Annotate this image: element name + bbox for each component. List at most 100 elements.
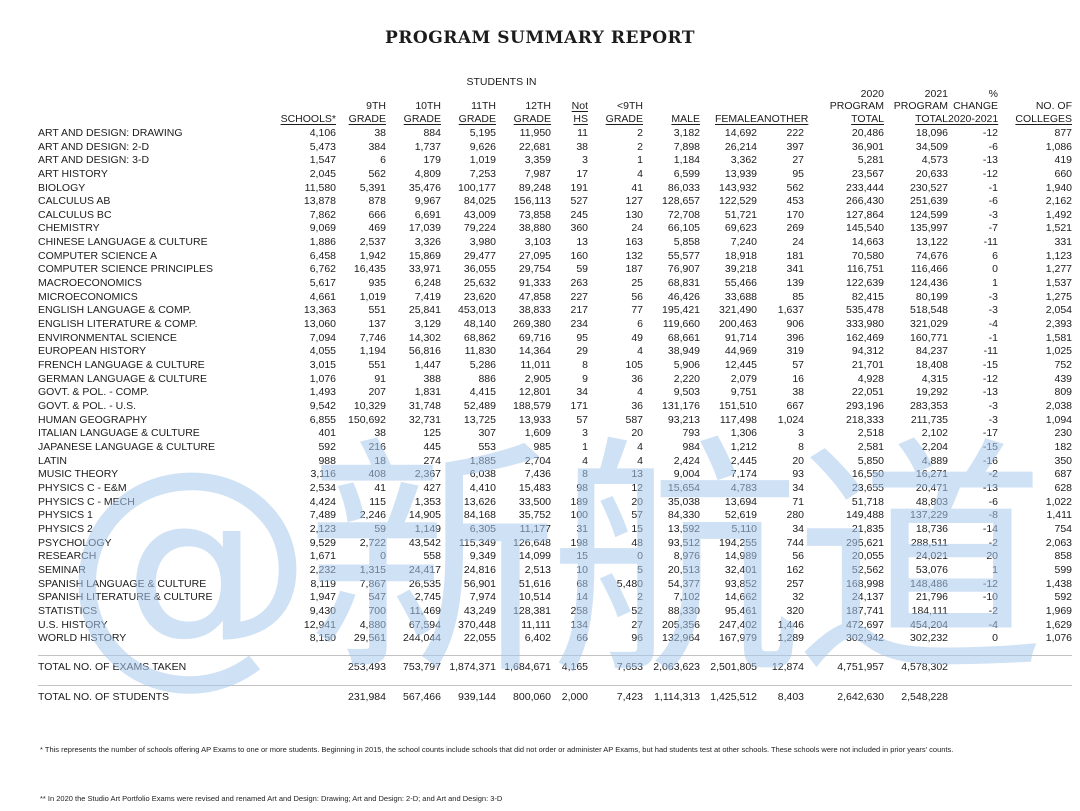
value-cell: 878: [368, 195, 386, 208]
value-cell: 68,862: [463, 331, 496, 344]
subject-cell: ENGLISH LITERATURE & COMP.: [38, 318, 198, 331]
value-cell: 9,967: [414, 195, 441, 208]
subject-cell: RESEARCH: [38, 550, 97, 563]
value-cell: 43,009: [463, 208, 496, 221]
value-cell: 79,224: [463, 222, 496, 235]
value-cell: 5,906: [673, 359, 701, 372]
value-cell: 1,521: [1045, 222, 1073, 235]
value-cell: 11,469: [409, 604, 441, 617]
subject-cell: PHYSICS 1: [38, 509, 93, 522]
value-cell: 3,129: [414, 318, 441, 331]
value-cell: 809: [1054, 386, 1073, 399]
value-cell: 32: [792, 591, 805, 604]
value-cell: 21,835: [851, 522, 885, 535]
table-row: ENVIRONMENTAL SCIENCE 7,094 7,746 14,302 68,…: [38, 332, 1072, 346]
value-cell: 24,021: [915, 550, 949, 563]
column-header-row: SCHOOLS* 9TH GRADE 10TH GRADE 11TH GRADE 12TH GR…: [38, 88, 1072, 127]
value-cell: 227: [570, 290, 589, 303]
col-header-grade12: 12TH GRADE: [513, 100, 552, 125]
value-cell: 5,286: [469, 359, 496, 372]
value-cell: 5,281: [857, 154, 885, 167]
value-cell: 20,055: [851, 550, 885, 563]
footnote-schools: * This represents the number of schools …: [40, 744, 954, 754]
value-cell: 51,721: [724, 208, 758, 221]
value-cell: 67,594: [408, 618, 441, 631]
subject-cell: EUROPEAN HISTORY: [38, 345, 147, 358]
value-cell: 5: [637, 563, 644, 576]
value-cell: 4,809: [414, 167, 441, 180]
value-cell: 117,498: [719, 413, 758, 426]
value-cell: 858: [1054, 550, 1073, 563]
value-cell: 5,480: [616, 577, 644, 590]
value-cell: 34,509: [915, 140, 949, 153]
value-cell: 25,841: [408, 304, 441, 317]
value-cell: 7,987: [524, 167, 552, 180]
table-row: SPANISH LITERATURE & CULTURE 1,947 547 2,74…: [38, 591, 1072, 605]
value-cell: 266,430: [846, 195, 885, 208]
table-row: MACROECONOMICS 5,617 935 6,248 25,632 91,333 2…: [38, 277, 1072, 291]
value-cell: 17: [576, 167, 589, 180]
total-value-cell: 2,501,805: [700, 654, 758, 677]
value-cell: 6: [380, 154, 386, 167]
value-cell: 160: [570, 249, 589, 262]
value-cell: 8: [582, 468, 589, 481]
value-cell: 66,105: [667, 222, 701, 235]
value-cell: -1: [988, 181, 999, 194]
value-cell: 2: [637, 140, 644, 153]
value-cell: 1,022: [1045, 495, 1073, 508]
value-cell: 9,542: [309, 400, 336, 413]
value-cell: 57: [631, 509, 644, 522]
total-value-cell: 1,874,371: [441, 654, 496, 677]
value-cell: 94,312: [851, 345, 885, 358]
value-cell: 3: [582, 427, 589, 440]
value-cell: 48: [631, 536, 644, 549]
value-cell: 3,182: [673, 126, 701, 139]
value-cell: -15: [982, 440, 999, 453]
value-cell: 350: [1054, 454, 1073, 467]
value-cell: 124,599: [910, 208, 949, 221]
value-cell: 592: [318, 440, 336, 453]
value-cell: 3: [582, 154, 589, 167]
value-cell: 23,567: [851, 167, 885, 180]
value-cell: 167,979: [719, 632, 758, 645]
value-cell: 427: [423, 481, 441, 494]
total-value-cell: [948, 685, 999, 708]
value-cell: 35,038: [667, 495, 701, 508]
value-cell: 11,177: [519, 522, 552, 535]
value-cell: 143,932: [719, 181, 758, 194]
table-row: JAPANESE LANGUAGE & CULTURE 592 216 445 553 9…: [38, 441, 1072, 455]
value-cell: 269,380: [513, 318, 552, 331]
value-cell: 7,489: [309, 509, 336, 522]
value-cell: 700: [368, 604, 386, 617]
value-cell: 198: [570, 536, 589, 549]
value-cell: 14,905: [408, 509, 441, 522]
value-cell: 12,941: [303, 618, 336, 631]
col-header-another: ANOTHER: [757, 112, 809, 125]
students-in-label: STUDENTS IN: [466, 76, 537, 88]
value-cell: 6,599: [673, 167, 701, 180]
value-cell: 1: [992, 277, 999, 290]
table-row: PHYSICS 2 2,123 59 1,149 6,305 11,177 31 15 13,5…: [38, 523, 1072, 537]
value-cell: 22,055: [463, 632, 496, 645]
value-cell: 4,880: [359, 618, 386, 631]
total-label: TOTAL NO. OF STUDENTS: [38, 685, 278, 708]
value-cell: 1,025: [1045, 345, 1073, 358]
value-cell: 1,492: [1045, 208, 1073, 221]
value-cell: 128,657: [662, 195, 701, 208]
table-row: PHYSICS C - MECH 4,424 115 1,353 13,626 33,50…: [38, 496, 1072, 510]
value-cell: 1,886: [309, 236, 336, 249]
table-row: ART AND DESIGN: DRAWING 4,106 38 884 5,195 11…: [38, 127, 1072, 141]
value-cell: -6: [988, 140, 999, 153]
value-cell: 2,063: [1045, 536, 1073, 549]
value-cell: 1,149: [414, 522, 441, 535]
total-label: TOTAL NO. OF EXAMS TAKEN: [38, 654, 278, 677]
value-cell: 32,731: [408, 413, 441, 426]
value-cell: 257: [786, 577, 805, 590]
value-cell: 302,942: [846, 632, 885, 645]
value-cell: 163: [625, 236, 644, 249]
value-cell: 22,681: [518, 140, 552, 153]
value-cell: 77: [631, 304, 644, 317]
value-cell: 469: [368, 222, 386, 235]
value-cell: 244,044: [403, 632, 441, 645]
value-cell: 7,253: [469, 167, 496, 180]
